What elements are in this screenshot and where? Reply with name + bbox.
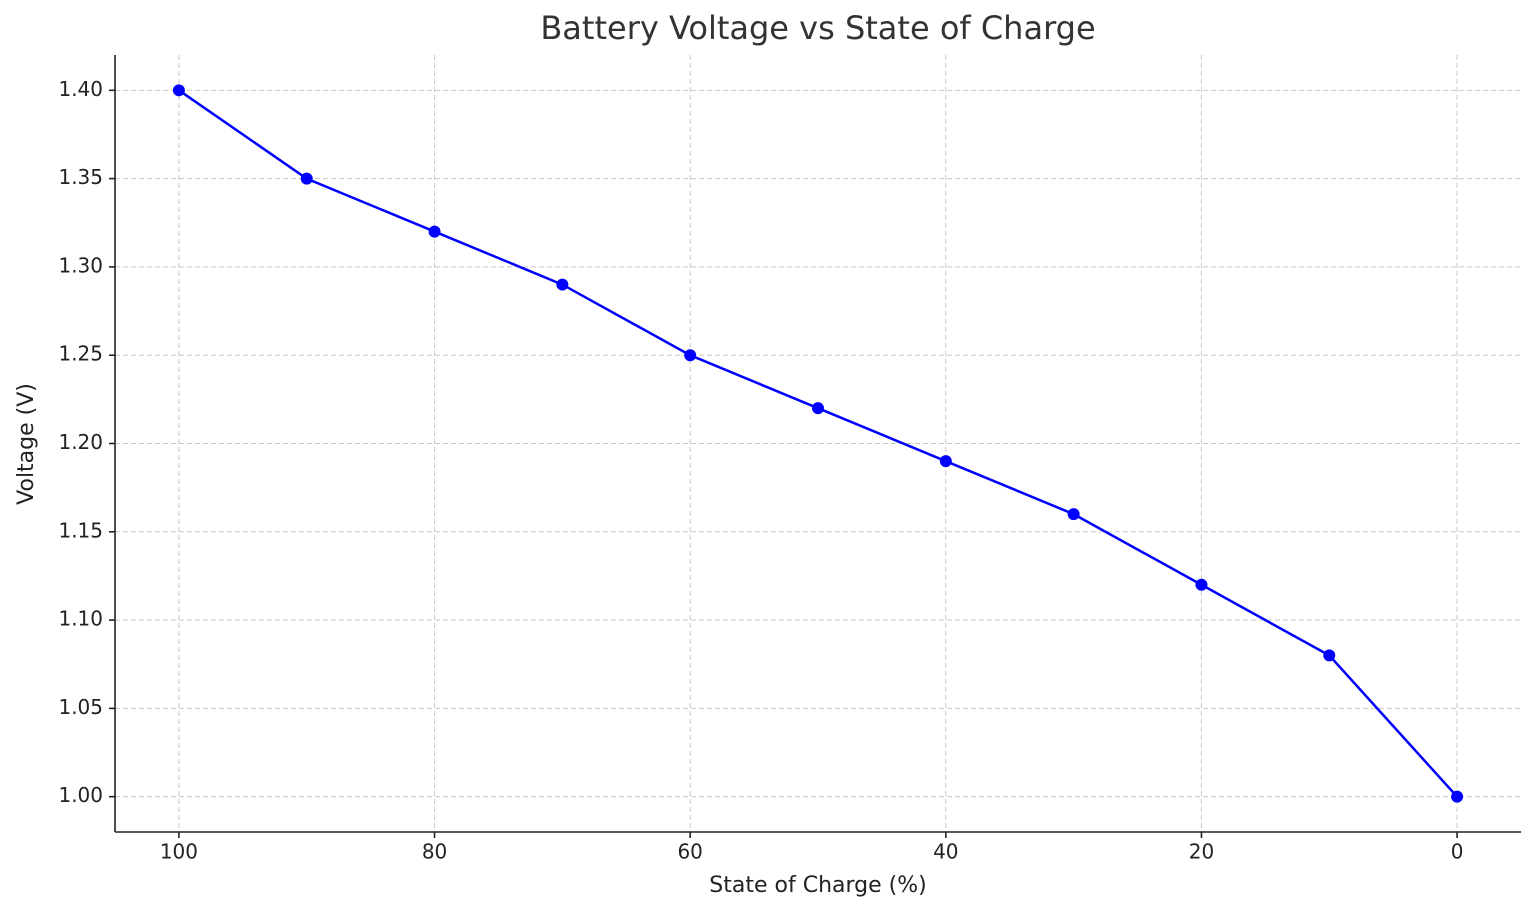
x-tick-label: 0: [1451, 840, 1464, 864]
y-tick-label: 1.10: [58, 607, 103, 631]
x-axis-label: State of Charge (%): [709, 873, 926, 898]
y-tick-label: 1.15: [58, 518, 103, 542]
y-tick-label: 1.20: [58, 430, 103, 454]
marker: [300, 172, 313, 185]
marker: [1195, 578, 1208, 591]
x-tick-label: 60: [677, 840, 702, 864]
y-tick-label: 1.00: [58, 783, 103, 807]
marker: [556, 278, 569, 291]
y-tick-label: 1.05: [58, 695, 103, 719]
y-tick-label: 1.30: [58, 253, 103, 277]
y-tick-label: 1.40: [58, 77, 103, 101]
marker: [1451, 790, 1464, 803]
marker: [172, 84, 185, 97]
marker: [1067, 508, 1080, 521]
marker: [1323, 649, 1336, 662]
x-tick-label: 80: [422, 840, 447, 864]
line: [178, 89, 1459, 798]
x-tick-label: 40: [933, 840, 958, 864]
marker: [684, 349, 697, 362]
x-tick-label: 20: [1189, 840, 1214, 864]
chart-title: Battery Voltage vs State of Charge: [540, 9, 1095, 47]
y-axis-label: Voltage (V): [14, 383, 39, 505]
y-tick-label: 1.25: [58, 342, 103, 366]
marker: [812, 402, 824, 415]
x-tick-label: 100: [160, 840, 198, 864]
marker: [939, 455, 952, 468]
y-tick-label: 1.35: [58, 165, 103, 189]
marker: [428, 225, 441, 238]
